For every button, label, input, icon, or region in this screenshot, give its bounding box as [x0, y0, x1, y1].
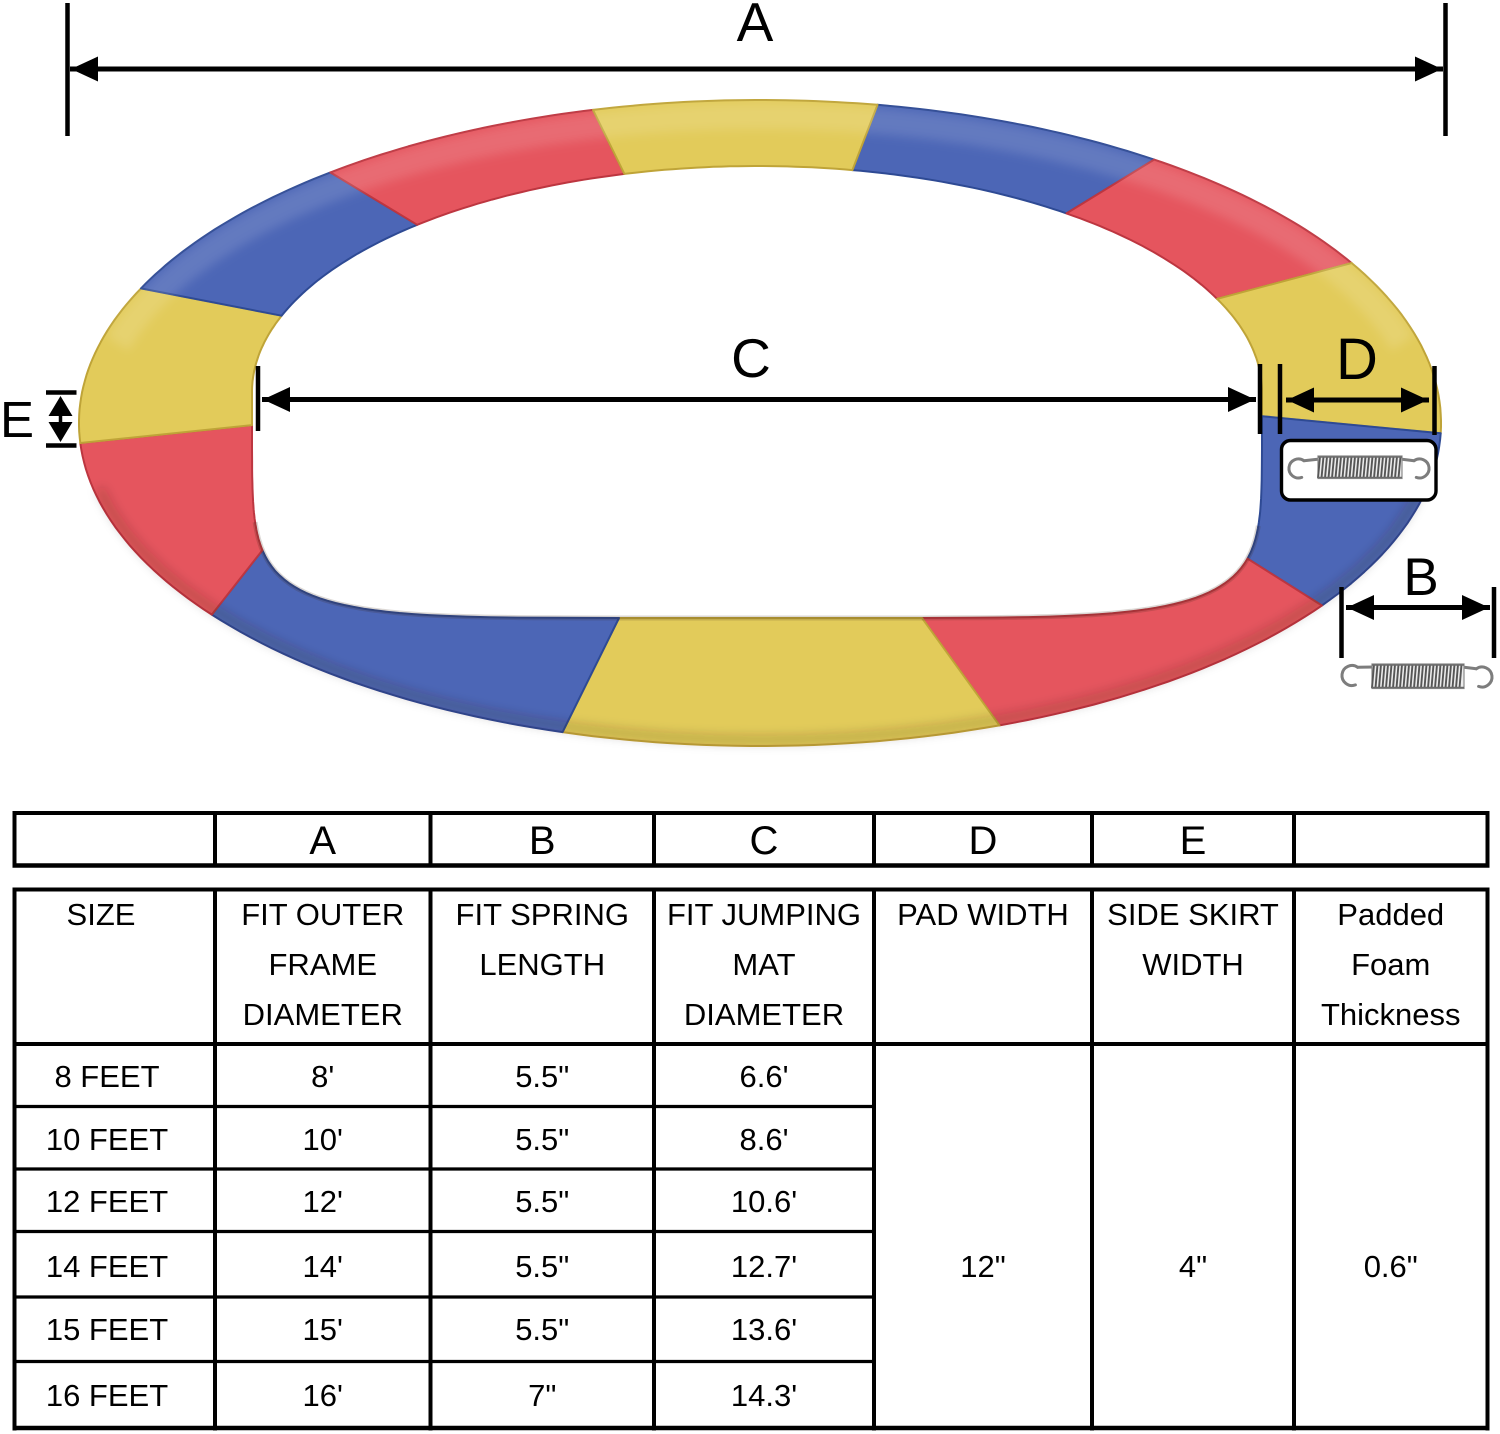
svg-text:5.5": 5.5" — [515, 1312, 569, 1347]
svg-text:D: D — [1336, 327, 1378, 392]
svg-text:PAD WIDTH: PAD WIDTH — [897, 897, 1069, 932]
svg-text:SIZE: SIZE — [67, 897, 136, 932]
svg-text:12.7': 12.7' — [731, 1249, 797, 1284]
svg-text:12": 12" — [960, 1249, 1006, 1284]
svg-text:6.6': 6.6' — [739, 1059, 788, 1094]
svg-text:10 FEET: 10 FEET — [46, 1122, 168, 1157]
svg-text:0.6": 0.6" — [1364, 1249, 1418, 1284]
svg-text:D: D — [969, 819, 998, 863]
svg-text:16 FEET: 16 FEET — [46, 1378, 168, 1413]
svg-text:14 FEET: 14 FEET — [46, 1249, 168, 1284]
svg-text:C: C — [731, 327, 771, 389]
svg-text:DIAMETER: DIAMETER — [684, 997, 844, 1032]
svg-text:Padded: Padded — [1337, 897, 1444, 932]
svg-text:MAT: MAT — [732, 947, 795, 982]
svg-text:A: A — [737, 0, 774, 53]
svg-text:5.5": 5.5" — [515, 1059, 569, 1094]
svg-text:E: E — [1180, 819, 1207, 863]
svg-text:5.5": 5.5" — [515, 1249, 569, 1284]
svg-text:15': 15' — [303, 1312, 343, 1347]
svg-text:WIDTH: WIDTH — [1142, 947, 1244, 982]
svg-text:Foam: Foam — [1351, 947, 1430, 982]
svg-text:FIT OUTER: FIT OUTER — [241, 897, 404, 932]
svg-text:SIDE SKIRT: SIDE SKIRT — [1107, 897, 1279, 932]
svg-text:4": 4" — [1179, 1249, 1207, 1284]
svg-text:5.5": 5.5" — [515, 1184, 569, 1219]
svg-text:8.6': 8.6' — [739, 1122, 788, 1157]
svg-text:E: E — [0, 391, 34, 448]
svg-text:12': 12' — [303, 1184, 343, 1219]
svg-text:FIT SPRING: FIT SPRING — [456, 897, 629, 932]
svg-text:15 FEET: 15 FEET — [46, 1312, 168, 1347]
svg-text:Thickness: Thickness — [1321, 997, 1461, 1032]
svg-text:10': 10' — [303, 1122, 343, 1157]
svg-text:8 FEET: 8 FEET — [54, 1059, 159, 1094]
svg-text:7": 7" — [528, 1378, 556, 1413]
svg-text:14.3': 14.3' — [731, 1378, 797, 1413]
svg-text:10.6': 10.6' — [731, 1184, 797, 1219]
svg-text:16': 16' — [303, 1378, 343, 1413]
svg-text:14': 14' — [303, 1249, 343, 1284]
svg-text:LENGTH: LENGTH — [479, 947, 605, 982]
svg-text:DIAMETER: DIAMETER — [243, 997, 403, 1032]
svg-text:FIT JUMPING: FIT JUMPING — [667, 897, 861, 932]
svg-text:B: B — [529, 819, 556, 863]
svg-text:5.5": 5.5" — [515, 1122, 569, 1157]
svg-text:B: B — [1403, 548, 1438, 607]
svg-text:8': 8' — [311, 1059, 334, 1094]
svg-text:12 FEET: 12 FEET — [46, 1184, 168, 1219]
svg-text:FRAME: FRAME — [269, 947, 378, 982]
svg-text:C: C — [750, 819, 779, 863]
svg-text:13.6': 13.6' — [731, 1312, 797, 1347]
svg-text:A: A — [309, 819, 336, 863]
